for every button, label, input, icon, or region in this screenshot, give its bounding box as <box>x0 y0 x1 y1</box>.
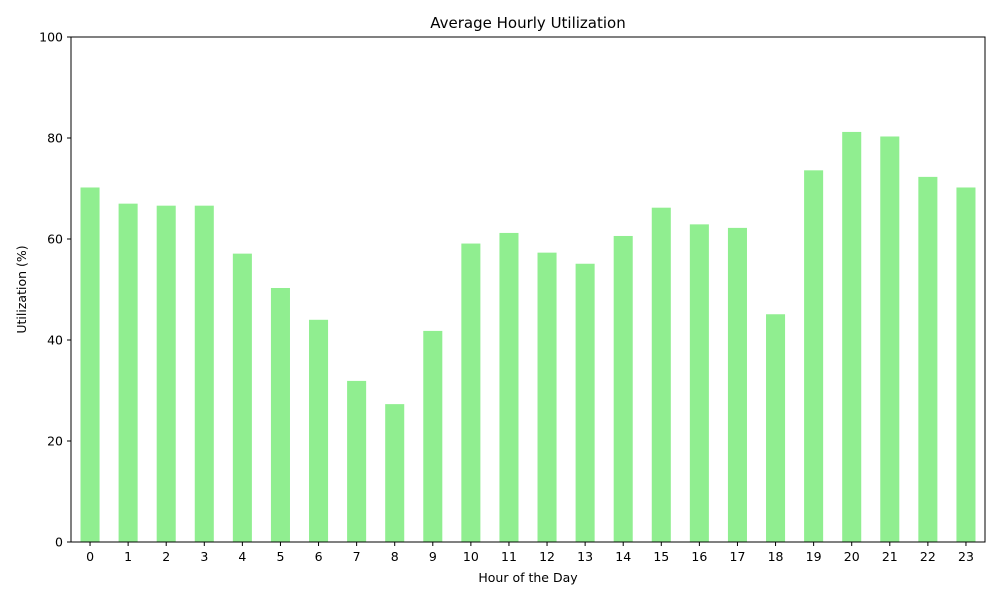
x-tick-label: 16 <box>691 549 707 564</box>
y-tick-label: 100 <box>39 30 63 45</box>
bar-hour-5 <box>270 287 290 542</box>
bar-hour-16 <box>689 224 709 543</box>
x-tick-label: 10 <box>463 549 479 564</box>
bar-hour-13 <box>575 263 595 542</box>
x-tick-label: 11 <box>501 549 517 564</box>
y-tick-label: 40 <box>47 333 63 348</box>
bar-hour-4 <box>232 253 252 542</box>
x-tick-label: 3 <box>200 549 208 564</box>
x-tick-label: 22 <box>920 549 936 564</box>
bar-hour-17 <box>727 227 747 542</box>
bar-hour-8 <box>385 404 405 542</box>
bar-hour-15 <box>651 207 671 542</box>
x-tick-label: 17 <box>730 549 746 564</box>
x-tick-label: 15 <box>653 549 669 564</box>
x-tick-label: 14 <box>615 549 631 564</box>
bar-hour-18 <box>766 314 786 542</box>
bar-hour-0 <box>80 187 100 543</box>
x-tick-label: 19 <box>806 549 822 564</box>
x-tick-label: 7 <box>353 549 361 564</box>
chart-title: Average Hourly Utilization <box>430 14 625 32</box>
bar-hour-1 <box>118 203 138 542</box>
bar-hour-2 <box>156 205 176 543</box>
x-tick-label: 4 <box>238 549 246 564</box>
bar-hour-12 <box>537 252 557 542</box>
bar-hour-21 <box>880 136 900 543</box>
x-tick-label: 13 <box>577 549 593 564</box>
x-tick-label: 18 <box>768 549 784 564</box>
bar-hour-3 <box>194 205 214 543</box>
bar-hour-6 <box>309 319 329 542</box>
x-tick-label: 21 <box>882 549 898 564</box>
y-tick-label: 20 <box>47 434 63 449</box>
x-tick-label: 12 <box>539 549 555 564</box>
bar-hour-9 <box>423 330 443 542</box>
x-tick-label: 20 <box>844 549 860 564</box>
x-tick-label: 8 <box>391 549 399 564</box>
y-tick-label: 0 <box>55 535 63 550</box>
x-tick-label: 23 <box>958 549 974 564</box>
x-tick-label: 9 <box>429 549 437 564</box>
bar-hour-19 <box>804 170 824 542</box>
bar-hour-22 <box>918 176 938 542</box>
y-axis-ticks: 0 20 40 60 80 100 <box>39 30 71 550</box>
x-tick-label: 1 <box>124 549 132 564</box>
y-axis-label: Utilization (%) <box>14 245 29 333</box>
x-tick-label: 2 <box>162 549 170 564</box>
x-axis-ticks: 0 1 2 3 4 5 6 7 8 9 10 11 12 13 14 15 16 17 18 19 20 21 22 23 <box>86 542 974 564</box>
bar-hour-14 <box>613 235 633 542</box>
x-tick-label: 0 <box>86 549 94 564</box>
x-tick-label: 5 <box>276 549 284 564</box>
x-axis-label: Hour of the Day <box>478 570 578 585</box>
bar-hour-7 <box>347 380 367 542</box>
bars-group <box>80 131 976 543</box>
plot-frame <box>70 36 986 543</box>
y-tick-label: 60 <box>47 232 63 247</box>
x-tick-label: 6 <box>315 549 323 564</box>
bar-hour-10 <box>461 243 481 543</box>
bar-hour-11 <box>499 232 519 542</box>
y-tick-label: 80 <box>47 131 63 146</box>
bar-hour-23 <box>956 187 976 543</box>
bar-hour-20 <box>842 131 862 542</box>
